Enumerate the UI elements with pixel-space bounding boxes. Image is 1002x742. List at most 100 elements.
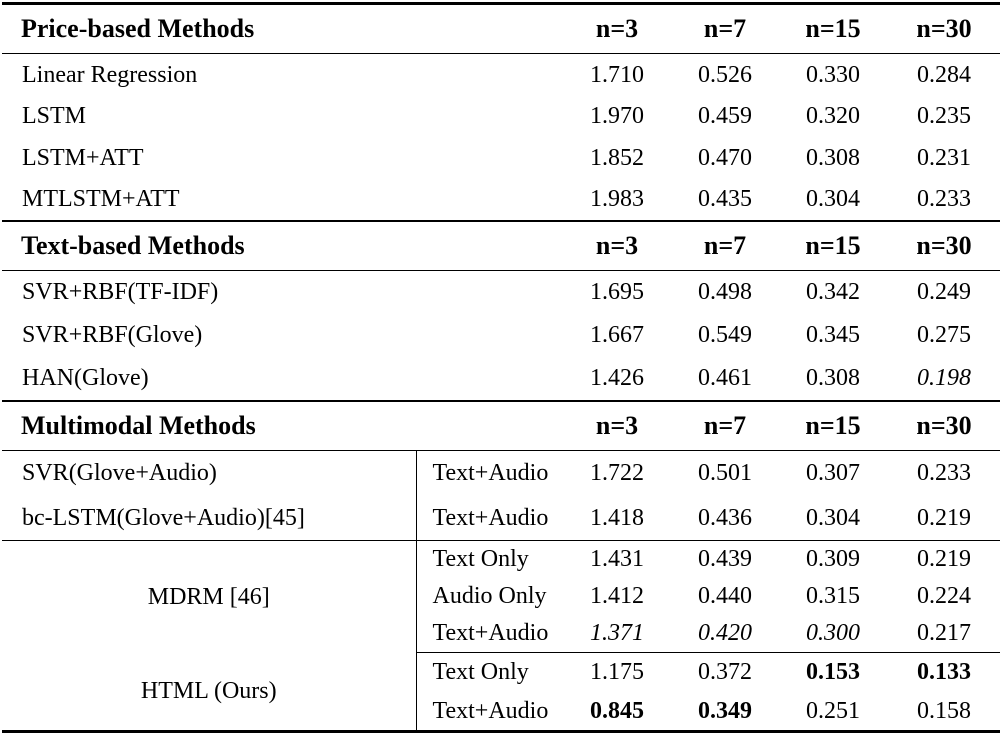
value-cell: 1.710: [590, 61, 644, 88]
value-cell: 0.845: [590, 697, 644, 724]
value-cell: 0.320: [806, 103, 860, 130]
value-cell: 0.304: [778, 495, 888, 541]
value-cell: 0.308: [806, 365, 860, 392]
method-cell: Linear Regression: [22, 61, 198, 88]
value-cell: 0.153: [806, 659, 860, 686]
value-cell: 0.526: [698, 61, 752, 88]
value-cell: 0.219: [917, 546, 971, 573]
value-cell: 0.249: [917, 279, 971, 306]
value-cell: 0.231: [917, 144, 971, 171]
method-cell: HTML (Ours): [2, 652, 417, 732]
method-cell: bc-LSTM(Glove+Audio)[45]: [2, 495, 417, 541]
value-cell: 0.349: [698, 697, 752, 724]
value-cell: 1.695: [590, 279, 644, 306]
value-cell: 0.440: [698, 583, 752, 610]
section-title: Text-based Methods: [2, 220, 562, 271]
section-header-row: Text-based Methods n=3 n=7 n=15 n=30: [2, 220, 1000, 271]
table-row: MDRM [46] Text Only 1.431 0.439 0.309 0.…: [2, 540, 1000, 653]
section-price-based: Price-based Methods n=3 n=7 n=15 n=30 Li…: [2, 3, 1000, 222]
table-row: Linear Regression 1.710 0.526 0.330 0.28…: [2, 54, 1000, 96]
column-header: n=3: [562, 400, 672, 451]
value-cell: 0.198: [917, 365, 971, 392]
value-cell: 0.309: [806, 546, 860, 573]
value-cell: 0.439: [698, 546, 752, 573]
value-cell: 0.233: [917, 186, 971, 213]
value-cell: 0.251: [806, 697, 860, 724]
value-cell: 0.235: [917, 103, 971, 130]
value-cell: 1.852: [590, 144, 644, 171]
value-cell: 0.219: [888, 495, 1000, 541]
table-row: Text+Audio 1.371 0.420 0.300 0.217: [2, 615, 1000, 653]
column-header: n=30: [888, 220, 1000, 271]
value-cell: 1.970: [590, 103, 644, 130]
value-cell: 0.330: [806, 61, 860, 88]
table-row: LSTM+ATT 1.852 0.470 0.308 0.231: [2, 137, 1000, 179]
value-cell: 0.461: [698, 365, 752, 392]
value-cell: 0.224: [917, 583, 971, 610]
value-cell: 0.459: [698, 103, 752, 130]
value-cell: 0.345: [806, 322, 860, 349]
value-cell: 0.315: [806, 583, 860, 610]
value-cell: 0.158: [917, 697, 971, 724]
value-cell: 0.498: [698, 279, 752, 306]
table-row: SVR+RBF(TF-IDF) 1.695 0.498 0.342 0.249: [2, 271, 1000, 315]
value-cell: 0.420: [672, 615, 778, 653]
column-header: n=30: [888, 3, 1000, 54]
method-cell: SVR+RBF(TF-IDF): [22, 279, 219, 306]
value-cell: 1.722: [590, 460, 644, 487]
modality-cell: Audio Only: [432, 583, 547, 610]
section-multimodal: Multimodal Methods n=3 n=7 n=15 n=30 SVR…: [2, 400, 1000, 732]
method-cell: HAN(Glove): [22, 365, 149, 392]
column-header: n=3: [562, 220, 672, 271]
table-row: Text+Audio 0.845 0.349 0.251 0.158: [2, 692, 1000, 732]
column-header: n=15: [778, 220, 888, 271]
table-row: LSTM 1.970 0.459 0.320 0.235: [2, 96, 1000, 138]
column-header: n=15: [778, 400, 888, 451]
value-cell: 1.371: [562, 615, 672, 653]
value-cell: 0.501: [698, 460, 752, 487]
column-header: n=7: [672, 3, 778, 54]
section-header-row: Price-based Methods n=3 n=7 n=15 n=30: [2, 3, 1000, 54]
value-cell: 0.233: [917, 460, 971, 487]
table-row: HTML (Ours) Text Only 1.175 0.372 0.153 …: [2, 652, 1000, 732]
method-cell: MTLSTM+ATT: [22, 186, 180, 213]
value-cell: 0.284: [917, 61, 971, 88]
method-cell: LSTM: [22, 103, 87, 130]
section-title: Multimodal Methods: [2, 400, 562, 451]
section-title: Price-based Methods: [2, 3, 562, 54]
modality-cell: Text Only: [432, 546, 529, 573]
value-cell: 0.307: [806, 460, 860, 487]
value-cell: 0.304: [806, 186, 860, 213]
method-cell: SVR(Glove+Audio): [2, 450, 417, 496]
section-text-based: Text-based Methods n=3 n=7 n=15 n=30 SVR…: [2, 220, 1000, 401]
value-cell: 0.470: [698, 144, 752, 171]
value-cell: 1.667: [590, 322, 644, 349]
value-cell: 0.372: [698, 659, 752, 686]
value-cell: 0.275: [917, 322, 971, 349]
value-cell: 1.431: [590, 546, 644, 573]
column-header: n=7: [672, 220, 778, 271]
value-cell: 0.435: [698, 186, 752, 213]
value-cell: 0.217: [888, 615, 1000, 653]
section-header-row: Multimodal Methods n=3 n=7 n=15 n=30: [2, 400, 1000, 451]
value-cell: 1.426: [590, 365, 644, 392]
value-cell: 0.133: [917, 659, 971, 686]
method-cell: SVR+RBF(Glove): [22, 322, 203, 349]
column-header: n=7: [672, 400, 778, 451]
modality-cell: Text+Audio: [432, 697, 549, 724]
modality-cell: Text+Audio: [416, 615, 562, 653]
method-cell: LSTM+ATT: [22, 144, 144, 171]
table-row: Audio Only 1.412 0.440 0.315 0.224: [2, 578, 1000, 615]
value-cell: 0.300: [778, 615, 888, 653]
table-row: SVR+RBF(Glove) 1.667 0.549 0.345 0.275: [2, 314, 1000, 357]
value-cell: 0.436: [672, 495, 778, 541]
modality-cell: Text+Audio: [416, 495, 562, 541]
value-cell: 1.175: [590, 659, 644, 686]
value-cell: 1.412: [590, 583, 644, 610]
column-header: n=30: [888, 400, 1000, 451]
method-cell: MDRM [46]: [2, 540, 417, 653]
value-cell: 1.418: [562, 495, 672, 541]
table-row: bc-LSTM(Glove+Audio)[45] Text+Audio 1.41…: [2, 495, 1000, 541]
